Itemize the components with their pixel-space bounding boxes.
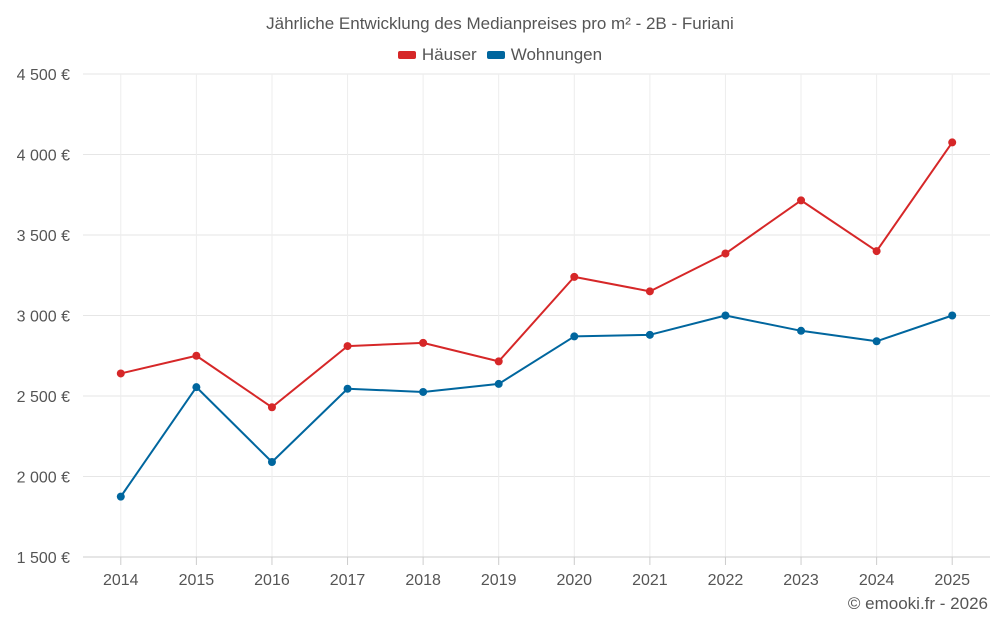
data-point-haeuser: [419, 338, 428, 347]
axes: 1 500 € 2 000 € 2 500 € 3 000 € 3 500 € 4 000…: [17, 67, 990, 589]
data-point-haeuser: [116, 369, 125, 378]
y-tick-label: 3 000 €: [17, 309, 70, 326]
y-tick-label: 1 500 €: [17, 550, 70, 567]
data-point-haeuser: [494, 357, 503, 366]
credit-text: © emooki.fr - 2026: [847, 594, 988, 613]
data-point-wohnungen: [948, 311, 957, 320]
data-point-haeuser: [645, 287, 654, 296]
x-tick-label: 2019: [481, 572, 517, 589]
x-tick-label: 2017: [330, 572, 366, 589]
data-point-haeuser: [192, 351, 201, 360]
data-point-haeuser: [797, 196, 806, 205]
y-tick-label: 2 000 €: [17, 470, 70, 487]
x-tick-label: 2016: [254, 572, 290, 589]
x-tick-label: 2022: [708, 572, 744, 589]
x-tick-label: 2024: [859, 572, 895, 589]
data-point-haeuser: [721, 249, 730, 258]
series-line-wohnungen: [119, 314, 953, 498]
chart-legend: Häuser Wohnungen: [0, 45, 1000, 65]
data-point-haeuser: [570, 272, 579, 281]
data-point-wohnungen: [343, 384, 352, 393]
data-point-haeuser: [948, 138, 957, 147]
data-point-wohnungen: [116, 492, 125, 501]
legend-item-haeuser[interactable]: Häuser: [397, 45, 477, 65]
data-point-wohnungen: [872, 337, 881, 346]
data-point-haeuser: [267, 403, 276, 412]
y-tick-label: 4 500 €: [17, 67, 70, 84]
x-tick-label: 2025: [934, 572, 970, 589]
series-line-haeuser: [120, 141, 954, 409]
data-point-wohnungen: [419, 387, 428, 396]
x-tick-label: 2021: [632, 572, 668, 589]
y-tick-label: 3 500 €: [17, 228, 70, 245]
data-point-wohnungen: [721, 311, 730, 320]
data-point-wohnungen: [494, 379, 503, 388]
legend-label-haeuser: Häuser: [421, 45, 477, 64]
data-point-wohnungen: [267, 458, 276, 467]
y-tick-label: 4 000 €: [17, 148, 70, 165]
data-point-wohnungen: [192, 383, 201, 392]
x-tick-label: 2018: [405, 572, 441, 589]
chart-title: Jährliche Entwicklung des Medianpreises …: [266, 14, 734, 33]
legend-swatch-haeuser: [397, 51, 416, 59]
x-tick-label: 2014: [103, 572, 139, 589]
grid: [83, 73, 990, 558]
x-tick-label: 2020: [556, 572, 592, 589]
legend-item-wohnungen[interactable]: Wohnungen: [486, 45, 603, 65]
series-group: [116, 138, 957, 501]
x-tick-label: 2015: [179, 572, 215, 589]
legend-label-wohnungen: Wohnungen: [510, 45, 603, 64]
data-point-wohnungen: [797, 326, 806, 335]
data-point-haeuser: [872, 247, 881, 256]
data-point-wohnungen: [570, 332, 579, 341]
x-tick-label: 2023: [783, 572, 819, 589]
y-tick-label: 2 500 €: [17, 389, 70, 406]
legend-swatch-wohnungen: [486, 51, 505, 59]
data-point-haeuser: [343, 342, 352, 351]
data-point-wohnungen: [645, 330, 654, 339]
